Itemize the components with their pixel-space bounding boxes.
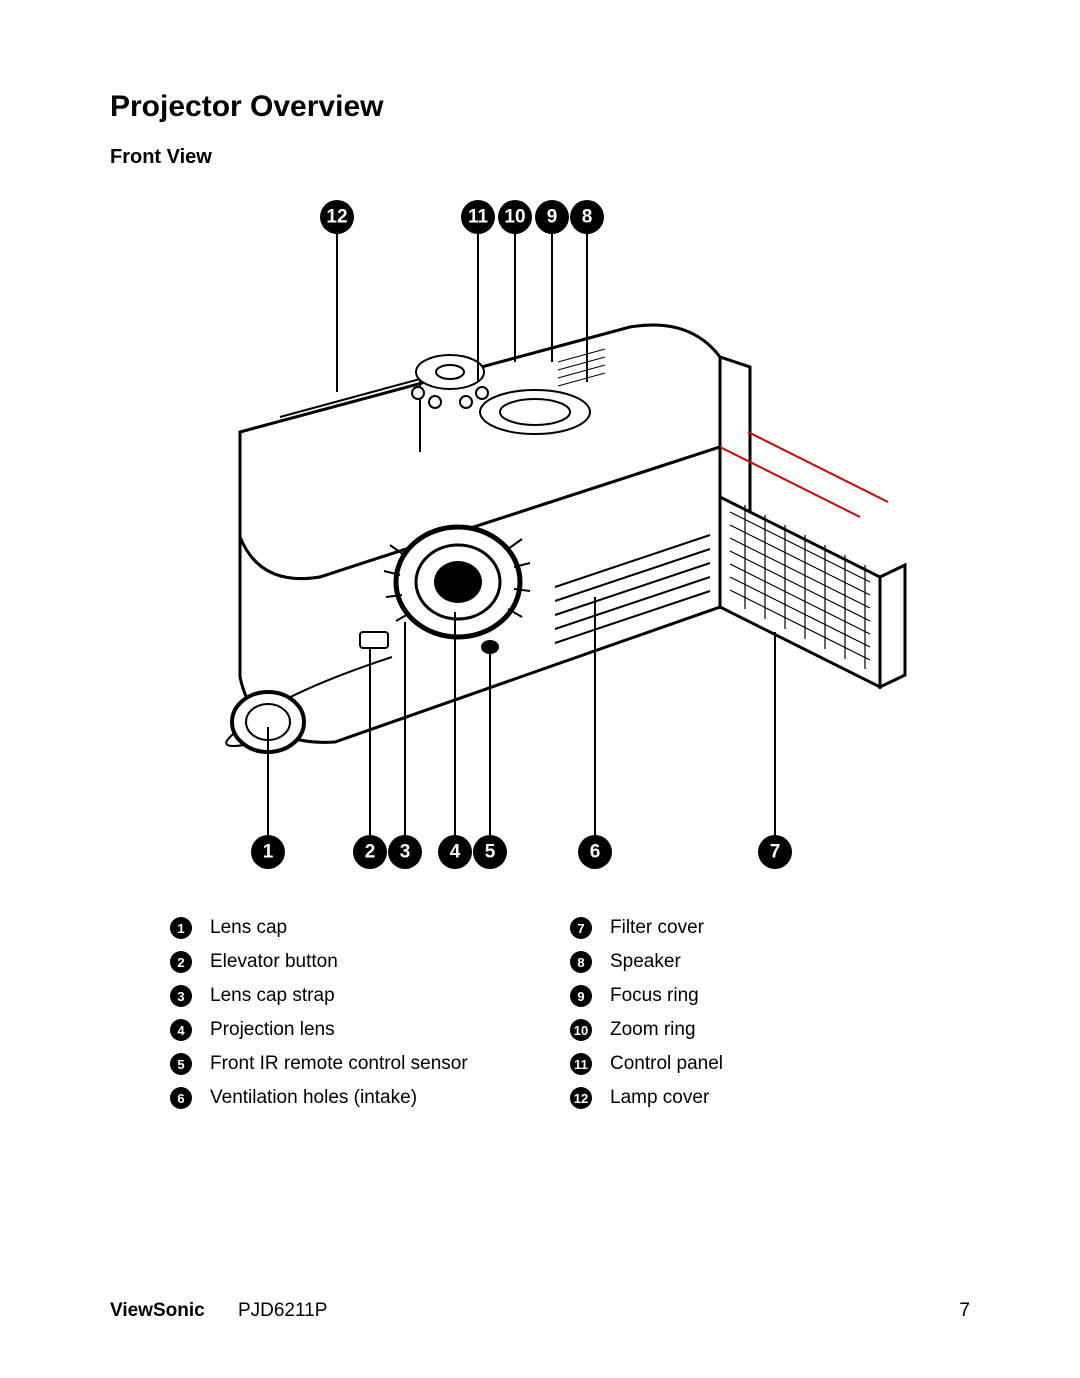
page-title: Projector Overview — [110, 90, 970, 124]
legend-row: 4 Projection lens — [170, 1019, 530, 1041]
callout-number: 6 — [590, 842, 601, 863]
legend-row: 10 Zoom ring — [570, 1019, 930, 1041]
callout-number: 9 — [547, 207, 558, 228]
legend-badge: 2 — [170, 951, 192, 973]
legend-row: 3 Lens cap strap — [170, 985, 530, 1007]
legend-label: Lamp cover — [610, 1087, 709, 1109]
legend-label: Lens cap strap — [210, 985, 335, 1007]
legend-row: 6 Ventilation holes (intake) — [170, 1087, 530, 1109]
legend-row: 7 Filter cover — [570, 917, 930, 939]
projector-diagram: 121110981234567 — [160, 187, 920, 887]
legend-badge: 5 — [170, 1053, 192, 1075]
document-page: Projector Overview Front View — [0, 0, 1080, 1378]
page-footer: ViewSonic PJD6211P 7 — [110, 1300, 970, 1322]
footer-page-number: 7 — [959, 1300, 970, 1322]
footer-model: PJD6211P — [238, 1300, 327, 1321]
footer-left: ViewSonic PJD6211P — [110, 1300, 327, 1322]
legend-row: 9 Focus ring — [570, 985, 930, 1007]
callout-number: 5 — [485, 842, 496, 863]
legend-badge: 9 — [570, 985, 592, 1007]
callout-number: 7 — [770, 842, 781, 863]
legend-label: Zoom ring — [610, 1019, 696, 1041]
callout-number: 12 — [326, 207, 347, 228]
callout-number: 1 — [263, 842, 274, 863]
callout-number: 3 — [400, 842, 411, 863]
legend-label: Speaker — [610, 951, 681, 973]
legend-column-left: 1 Lens cap 2 Elevator button 3 Lens cap strap… — [170, 917, 530, 1121]
section-subtitle: Front View — [110, 146, 970, 169]
legend-row: 5 Front IR remote control sensor — [170, 1053, 530, 1075]
legend-badge: 10 — [570, 1019, 592, 1041]
legend-badge: 12 — [570, 1087, 592, 1109]
callout-number: 2 — [365, 842, 376, 863]
legend-badge: 1 — [170, 917, 192, 939]
callout-number: 4 — [450, 842, 461, 863]
legend-badge: 4 — [170, 1019, 192, 1041]
legend-label: Front IR remote control sensor — [210, 1053, 468, 1075]
legend: 1 Lens cap 2 Elevator button 3 Lens cap strap… — [170, 917, 930, 1121]
legend-label: Elevator button — [210, 951, 338, 973]
legend-column-right: 7 Filter cover 8 Speaker 9 Focus ring 10 Zoom r… — [570, 917, 930, 1121]
legend-badge: 7 — [570, 917, 592, 939]
legend-badge: 3 — [170, 985, 192, 1007]
legend-badge: 6 — [170, 1087, 192, 1109]
legend-badge: 8 — [570, 951, 592, 973]
legend-label: Control panel — [610, 1053, 723, 1075]
callout-number: 8 — [582, 207, 593, 228]
legend-row: 1 Lens cap — [170, 917, 530, 939]
legend-row: 11 Control panel — [570, 1053, 930, 1075]
legend-badge: 11 — [570, 1053, 592, 1075]
legend-label: Focus ring — [610, 985, 699, 1007]
projector-body — [226, 325, 905, 752]
diagram-svg: 121110981234567 — [160, 187, 920, 887]
callout-number: 10 — [504, 207, 525, 228]
legend-row: 12 Lamp cover — [570, 1087, 930, 1109]
footer-brand: ViewSonic — [110, 1300, 205, 1321]
legend-row: 2 Elevator button — [170, 951, 530, 973]
legend-label: Lens cap — [210, 917, 287, 939]
legend-label: Ventilation holes (intake) — [210, 1087, 417, 1109]
callout-number: 11 — [468, 207, 489, 228]
legend-label: Filter cover — [610, 917, 704, 939]
legend-label: Projection lens — [210, 1019, 335, 1041]
legend-row: 8 Speaker — [570, 951, 930, 973]
